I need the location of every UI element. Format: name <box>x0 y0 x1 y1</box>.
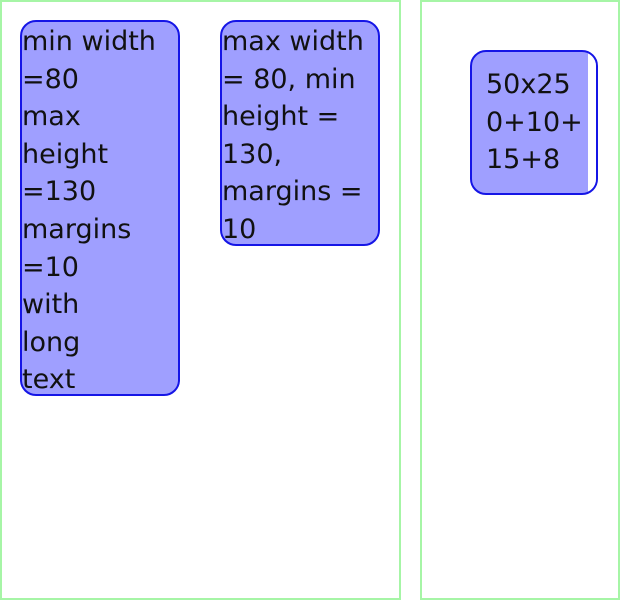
min-width-box: min width =80 max height =130 margins =1… <box>20 20 180 396</box>
fixed-size-box: 50x25 0+10+ 15+8 <box>470 50 598 195</box>
max-width-box: max width = 80, min height = 130, margin… <box>220 20 380 246</box>
